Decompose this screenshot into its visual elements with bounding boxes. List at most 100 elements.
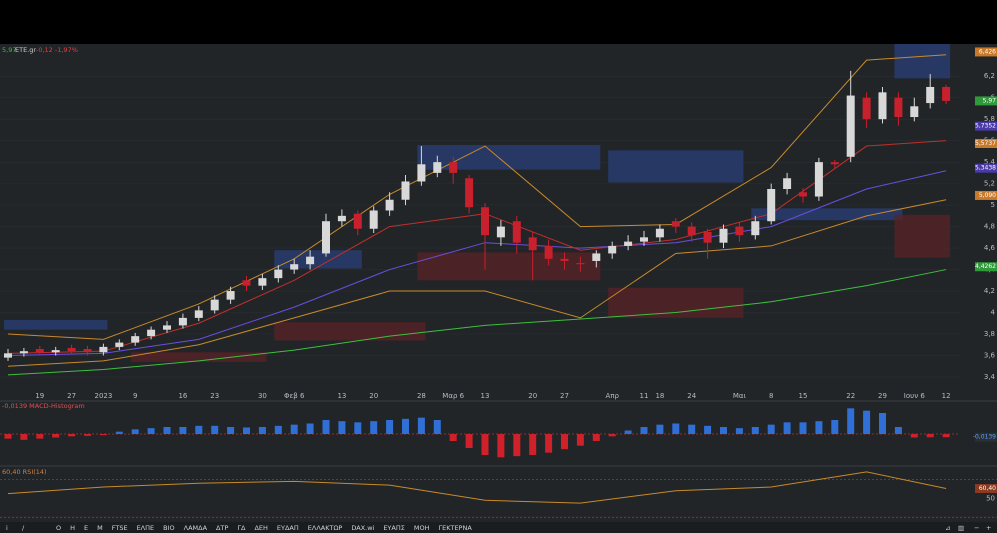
zone (894, 214, 951, 258)
toolbar-item[interactable]: ΕΛΛΑΚΤΩΡ (308, 524, 343, 532)
macd-bar (481, 434, 489, 455)
candle-body (496, 226, 505, 238)
candle-body (894, 97, 903, 118)
x-tick-label: Μαρ 6 (442, 392, 464, 400)
toolbar-item[interactable]: ΕΥΔΑΠ (277, 524, 299, 532)
macd-bar (354, 422, 362, 434)
toolbar-item[interactable]: DAX.wi (351, 524, 374, 532)
x-tick-label: Μαι (733, 392, 747, 400)
toolbar-item[interactable]: Ε (84, 524, 88, 532)
candle-body (99, 346, 108, 353)
macd-title: -0,0139 MACD-Histogram (2, 402, 85, 410)
candle-body (83, 349, 92, 353)
candle-body (783, 178, 792, 189)
price-tag (975, 138, 997, 148)
x-tick-label: 20 (528, 392, 537, 400)
toolbar-item[interactable]: ΕΥΑΠΣ (383, 524, 405, 532)
candle-body (178, 317, 187, 326)
toolbar-item[interactable]: ΔΕΗ (254, 524, 268, 532)
macd-bar (894, 427, 902, 434)
price-label: 5,97 (2, 46, 16, 54)
macd-bar (163, 427, 171, 434)
toolbar-item[interactable]: FTSE (112, 524, 128, 532)
candle-body (322, 221, 330, 254)
macd-bar (545, 434, 553, 453)
macd-bar (704, 425, 712, 434)
rsi-tag-label: 60,40 (979, 485, 996, 492)
toolbar-icon[interactable]: − (974, 524, 979, 532)
toolbar-icon[interactable]: ⊿ (945, 524, 950, 532)
indicator-line (7, 54, 947, 340)
toolbar-item[interactable]: Η (70, 524, 75, 532)
macd-bar (624, 430, 632, 434)
x-tick-label: 9 (133, 392, 137, 400)
price-tag (975, 96, 997, 106)
candle-body (115, 342, 124, 347)
candle-body (910, 106, 919, 118)
x-tick-label: 11 (640, 392, 649, 400)
plot: 6,265,85,65,45,254,84,64,44,243,83,63,41… (0, 44, 997, 518)
zone (4, 320, 108, 330)
y-tick-label: 6,2 (984, 72, 995, 80)
macd-bar (497, 434, 505, 458)
toolbar-icon[interactable]: / (22, 524, 25, 532)
price-tag-label: 5,7352 (975, 123, 996, 130)
macd-bar (211, 425, 219, 434)
candle-body (131, 336, 140, 343)
x-tick-label: 28 (417, 392, 426, 400)
toolbar-item[interactable]: ΛΑΜΔΑ (184, 524, 208, 532)
macd-bar (4, 434, 12, 439)
macd-bar (131, 429, 139, 434)
macd-bar (195, 425, 203, 434)
candle-body (544, 245, 553, 259)
y-tick-label: 4 (991, 309, 996, 317)
y-tick-label: 3,6 (984, 351, 996, 359)
y-tick-label: 5 (991, 201, 995, 209)
macd-bar (227, 427, 235, 434)
toolbar-item[interactable]: ΓΔ (237, 524, 246, 532)
candle-body (258, 278, 267, 286)
candle-body (814, 162, 823, 197)
candle-body (242, 280, 251, 286)
candle-body (767, 189, 776, 222)
macd-bar (592, 434, 600, 441)
zone (608, 150, 744, 183)
toolbar-item[interactable]: Μ (97, 524, 103, 532)
candle-body (528, 237, 537, 251)
macd-bar (735, 428, 743, 434)
x-tick-label: 16 (178, 392, 187, 400)
macd-tag-label: -0,0139 (973, 434, 996, 441)
macd-bar (36, 434, 44, 439)
rsi-tick-label: 50 (986, 494, 995, 502)
toolbar-item[interactable]: ΓΕΚΤΕΡΝΑ (438, 524, 472, 532)
macd-bar (656, 424, 664, 434)
x-tick-label: 12 (942, 392, 951, 400)
price-tag-label: 5,5737 (975, 140, 996, 147)
price-tag-label: 5,090 (979, 192, 996, 199)
candle-body (751, 221, 760, 236)
toolbar-item[interactable]: Ο (56, 524, 61, 532)
y-tick-label: 5,2 (984, 180, 995, 188)
toolbar-item[interactable]: ΒΙΟ (163, 524, 175, 532)
x-tick-label: 27 (560, 392, 569, 400)
toolbar-icon[interactable]: i (6, 524, 8, 532)
macd-bar (52, 434, 60, 438)
x-tick-label: 24 (687, 392, 696, 400)
x-tick-label: 29 (878, 392, 887, 400)
candle-body (290, 264, 299, 270)
macd-bar (942, 434, 950, 438)
macd-bar (720, 427, 727, 434)
toolbar-icon[interactable]: ▥ (958, 524, 964, 532)
toolbar-item[interactable]: ΔΤΡ (216, 524, 228, 532)
candle-body (67, 347, 76, 352)
macd-bar (370, 421, 378, 434)
toolbar-item[interactable]: ΜΟΗ (414, 524, 430, 532)
candle-body (719, 228, 728, 243)
macd-bar (322, 420, 330, 434)
zone (417, 252, 601, 281)
toolbar-icon[interactable]: + (986, 524, 991, 532)
price-tag-label: 5,3438 (975, 165, 996, 172)
toolbar-item[interactable]: ΕΛΠΕ (137, 524, 155, 532)
candle-body (163, 325, 171, 330)
